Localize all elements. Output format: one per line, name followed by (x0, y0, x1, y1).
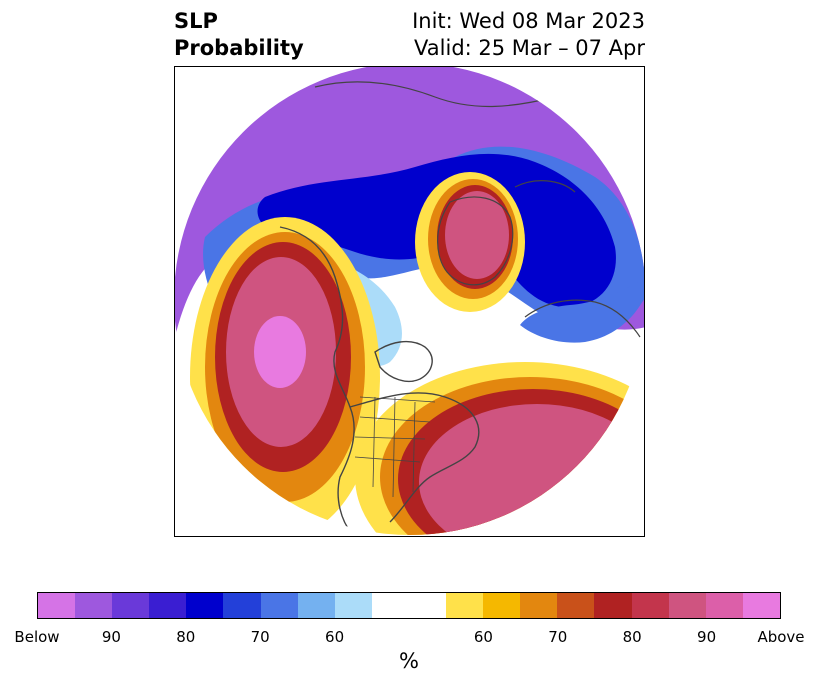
colorbar-segment (149, 593, 187, 618)
title-left: SLP Probability (174, 8, 304, 62)
colorbar-segment (334, 593, 372, 618)
title-right: Init: Wed 08 Mar 2023 Valid: 25 Mar – 07… (412, 8, 645, 62)
init-date: Init: Wed 08 Mar 2023 (412, 9, 645, 33)
colorbar-tick-label: 70 (548, 628, 568, 646)
colorbar-segment (38, 593, 76, 618)
colorbar-segment (75, 593, 113, 618)
colorbar-segment (594, 593, 632, 618)
polar-map (175, 67, 644, 535)
colorbar-segment (705, 593, 743, 618)
coast-north-america (279, 226, 480, 535)
colorbar-segment (446, 593, 484, 618)
colorbar-segment (668, 593, 706, 618)
colorbar-tick-label: 90 (101, 628, 121, 646)
colorbar-segment (371, 593, 409, 618)
colorbar-segment (112, 593, 150, 618)
colorbar-segment (297, 593, 335, 618)
title-slp: SLP (174, 9, 218, 33)
field-below-sea (520, 277, 644, 343)
state-borders (354, 396, 436, 498)
colorbar-tick-label: 90 (697, 628, 717, 646)
colorbar-segment (186, 593, 224, 618)
colorbar (37, 592, 781, 619)
coast-greenland (437, 196, 514, 286)
map-panel (174, 66, 645, 537)
colorbar-segment (742, 593, 780, 618)
colorbar-tick-label: 80 (622, 628, 642, 646)
colorbar-tick-label: 80 (176, 628, 196, 646)
colorbar-tick-label: 60 (325, 628, 345, 646)
colorbar-tick-label: 60 (473, 628, 493, 646)
field-above-arctic-4 (445, 191, 509, 279)
colorbar-segment (408, 593, 447, 618)
colorbar-segment (223, 593, 261, 618)
colorbar-segment (557, 593, 595, 618)
title-probability: Probability (174, 36, 304, 60)
colorbar-segment (520, 593, 558, 618)
valid-range: Valid: 25 Mar – 07 Apr (414, 36, 645, 60)
field-above-pacific-5 (254, 316, 306, 388)
colorbar-tick-label: Above (757, 628, 805, 646)
colorbar-segment (483, 593, 521, 618)
colorbar-tick-label: 70 (250, 628, 270, 646)
colorbar-segment (260, 593, 298, 618)
colorbar-tick-label: Below (14, 628, 60, 646)
colorbar-unit: % (399, 649, 419, 673)
colorbar-segment (631, 593, 669, 618)
